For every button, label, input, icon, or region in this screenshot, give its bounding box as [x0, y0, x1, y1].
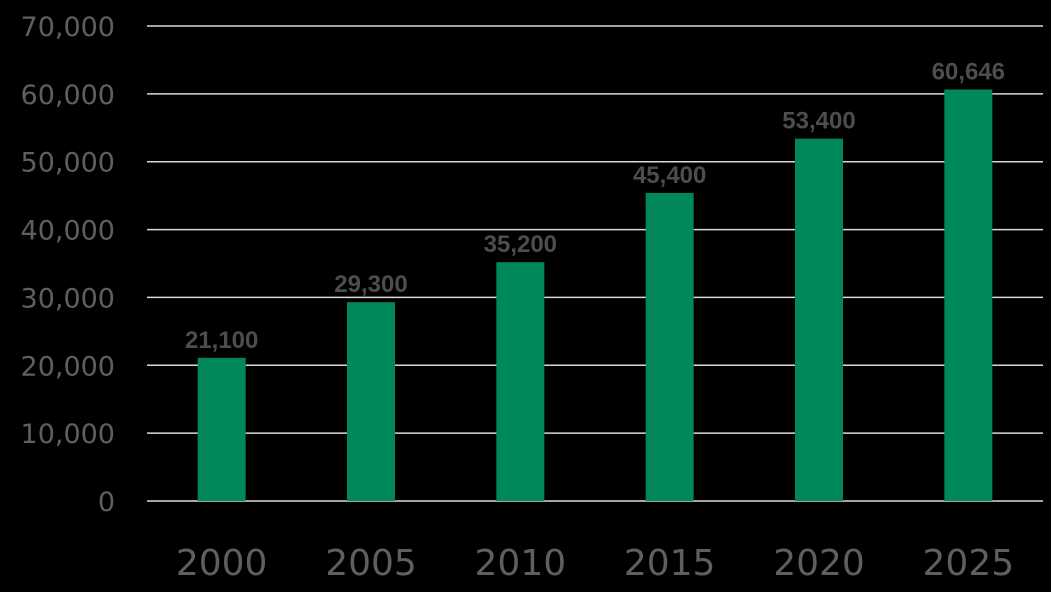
bar	[347, 302, 395, 501]
x-tick-label: 2025	[923, 543, 1015, 584]
bars	[197, 89, 993, 501]
data-labels: 21,100 29,300 35,200 45,400 53,400 60,646	[185, 58, 1005, 353]
bar	[944, 89, 993, 501]
x-axis-ticks: 2000 2005 2010 2015 2020 2025	[176, 543, 1014, 584]
bar	[496, 262, 545, 501]
x-tick-label: 2010	[475, 543, 567, 584]
data-label: 53,400	[782, 108, 855, 135]
y-axis-ticks: 0 10,000 20,000 30,000 40,000 50,000 60,000 70,…	[21, 12, 115, 518]
x-tick-label: 2015	[624, 543, 716, 584]
data-label: 35,200	[484, 231, 557, 258]
bar	[645, 192, 694, 501]
y-tick-label: 20,000	[21, 351, 115, 382]
gridlines	[147, 25, 1043, 502]
bar	[795, 138, 843, 501]
data-label: 60,646	[932, 58, 1005, 85]
bar	[197, 357, 246, 501]
y-tick-label: 10,000	[21, 419, 115, 450]
data-label: 29,300	[334, 271, 407, 298]
y-tick-label: 30,000	[21, 283, 115, 314]
x-tick-label: 2020	[773, 543, 865, 584]
y-tick-label: 70,000	[21, 12, 115, 43]
x-tick-label: 2005	[325, 543, 417, 584]
y-tick-label: 60,000	[21, 80, 115, 111]
y-tick-label: 40,000	[21, 216, 115, 247]
data-label: 21,100	[185, 327, 258, 354]
y-tick-label: 0	[98, 487, 115, 518]
y-tick-label: 50,000	[21, 148, 115, 179]
data-label: 45,400	[633, 162, 706, 189]
x-tick-label: 2000	[176, 543, 268, 584]
